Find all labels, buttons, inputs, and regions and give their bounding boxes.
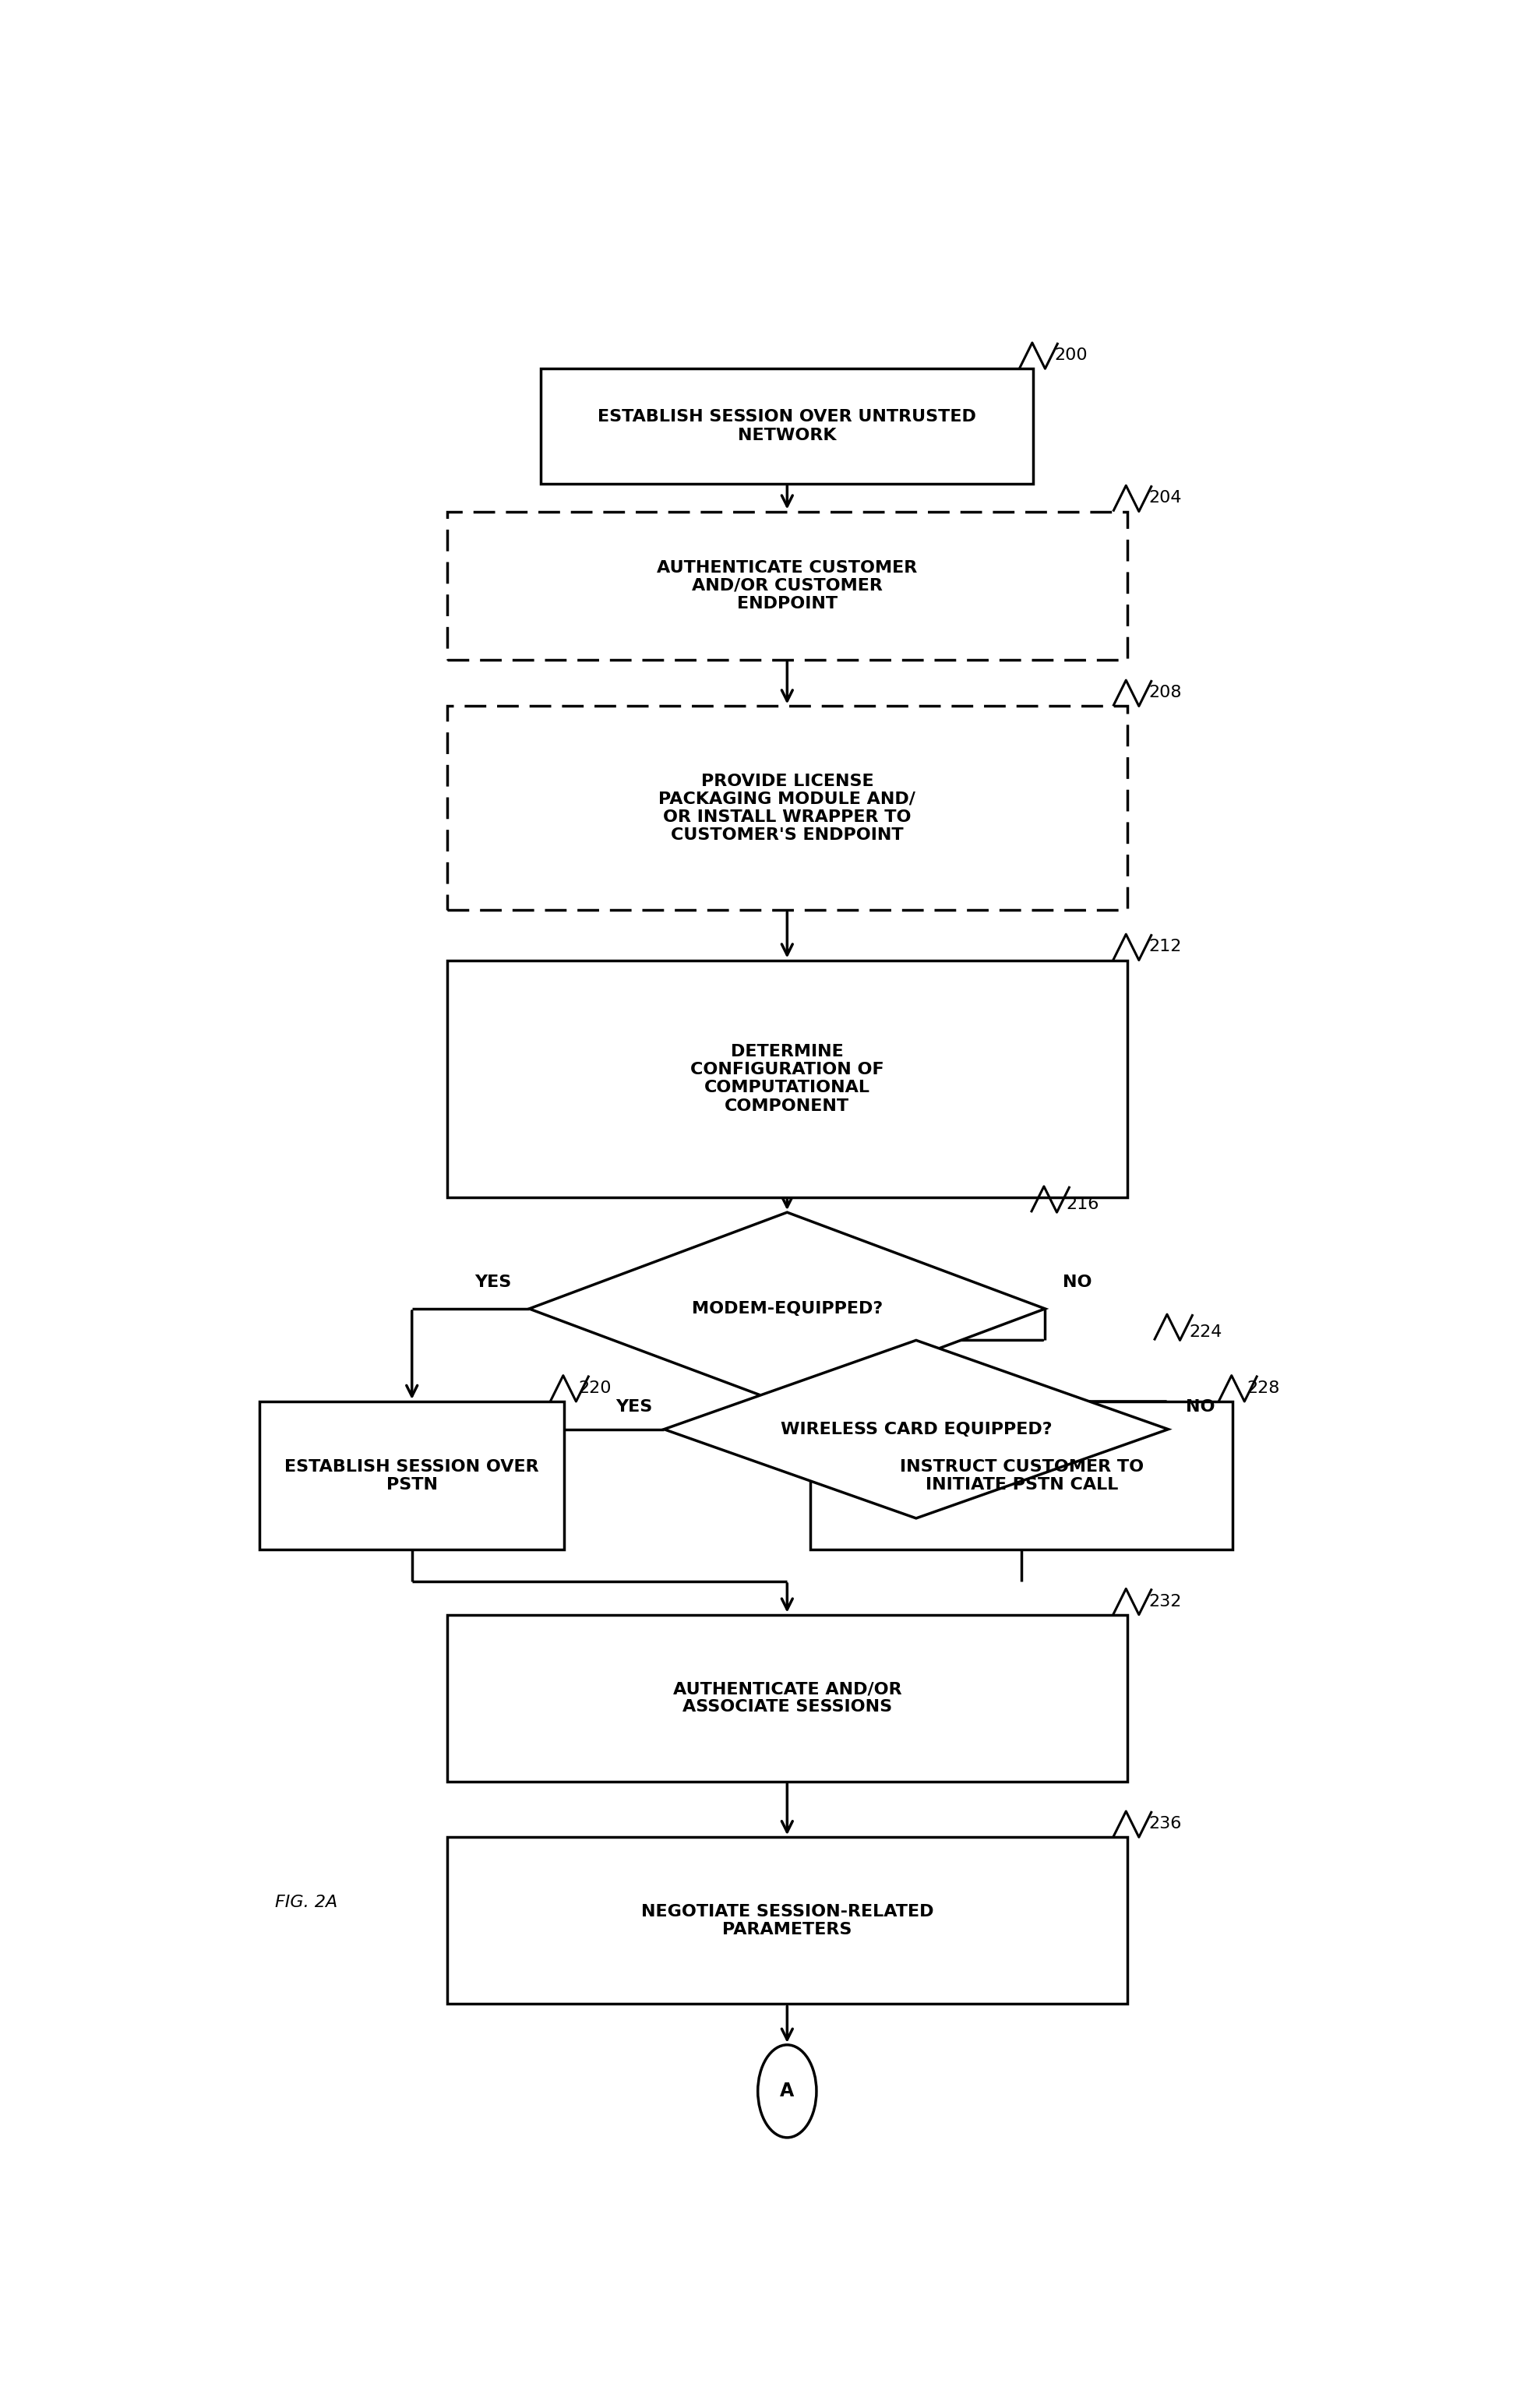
Bar [448, 1616, 1127, 1782]
Bar [448, 961, 1127, 1197]
Text: 212: 212 [1148, 939, 1182, 954]
Text: PROVIDE LICENSE
PACKAGING MODULE AND/
OR INSTALL WRAPPER TO
CUSTOMER'S ENDPOINT: PROVIDE LICENSE PACKAGING MODULE AND/ OR… [658, 773, 915, 843]
Bar [448, 510, 1127, 660]
Text: ESTABLISH SESSION OVER
PSTN: ESTABLISH SESSION OVER PSTN [284, 1459, 539, 1493]
Text: ESTABLISH SESSION OVER UNTRUSTED
NETWORK: ESTABLISH SESSION OVER UNTRUSTED NETWORK [598, 409, 976, 443]
Text: 208: 208 [1148, 684, 1182, 701]
Text: YES: YES [475, 1274, 511, 1291]
Text: INSTRUCT CUSTOMER TO
INITIATE PSTN CALL: INSTRUCT CUSTOMER TO INITIATE PSTN CALL [900, 1459, 1144, 1493]
Text: 216: 216 [1067, 1197, 1100, 1211]
Text: AUTHENTICATE CUSTOMER
AND/OR CUSTOMER
ENDPOINT: AUTHENTICATE CUSTOMER AND/OR CUSTOMER EN… [657, 559, 917, 612]
Text: 236: 236 [1148, 1816, 1182, 1832]
Polygon shape [530, 1211, 1045, 1406]
Circle shape [758, 2044, 817, 2138]
Text: AUTHENTICATE AND/OR
ASSOCIATE SESSIONS: AUTHENTICATE AND/OR ASSOCIATE SESSIONS [673, 1681, 902, 1714]
Text: NEGOTIATE SESSION-RELATED
PARAMETERS: NEGOTIATE SESSION-RELATED PARAMETERS [642, 1905, 934, 1938]
Text: NO: NO [1186, 1399, 1215, 1413]
Text: YES: YES [616, 1399, 652, 1413]
Text: A: A [781, 2083, 794, 2100]
Bar [260, 1401, 564, 1551]
Text: 232: 232 [1148, 1594, 1182, 1609]
Text: 224: 224 [1189, 1324, 1223, 1341]
Text: MODEM-EQUIPPED?: MODEM-EQUIPPED? [691, 1300, 882, 1317]
Bar [811, 1401, 1233, 1551]
Text: WIRELESS CARD EQUIPPED?: WIRELESS CARD EQUIPPED? [781, 1421, 1052, 1438]
Text: NO: NO [1062, 1274, 1092, 1291]
Bar [448, 706, 1127, 910]
Text: 220: 220 [578, 1380, 611, 1397]
Polygon shape [664, 1341, 1168, 1519]
Text: 228: 228 [1247, 1380, 1280, 1397]
Text: FIG. 2A: FIG. 2A [275, 1895, 337, 1910]
Bar [542, 368, 1033, 484]
Bar [448, 1837, 1127, 2003]
Text: 204: 204 [1148, 491, 1182, 506]
Text: 200: 200 [1055, 347, 1088, 364]
Text: DETERMINE
CONFIGURATION OF
COMPUTATIONAL
COMPONENT: DETERMINE CONFIGURATION OF COMPUTATIONAL… [690, 1045, 884, 1115]
